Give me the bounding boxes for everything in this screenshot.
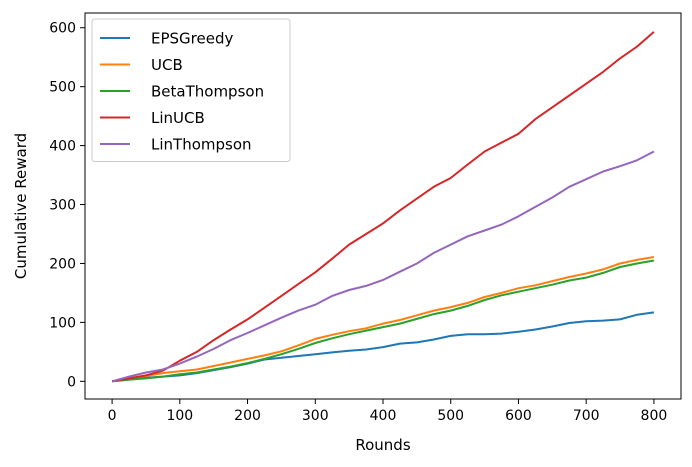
y-axis-ticks: 0 100 200 300 400 500 600	[49, 21, 85, 390]
y-tick-label: 100	[49, 315, 76, 331]
legend-label: BetaThompson	[151, 83, 264, 101]
legend-label: EPSGreedy	[151, 30, 233, 48]
legend-box	[91, 18, 291, 162]
legend-label: UCB	[151, 56, 183, 74]
x-tick-label: 0	[108, 408, 117, 424]
y-tick-label: 0	[67, 374, 76, 390]
series-line-linucb	[111, 31, 655, 383]
x-tick-label: 700	[573, 408, 600, 424]
x-tick-label: 600	[505, 408, 532, 424]
legend: EPSGreedy UCB BetaThompson LinUCB LinThompso…	[91, 18, 291, 162]
x-tick-label: 100	[166, 408, 193, 424]
series-layer	[111, 31, 655, 383]
legend-label: LinThompson	[151, 136, 252, 154]
y-axis-title: Cumulative Reward	[12, 133, 30, 279]
x-tick-label: 500	[437, 408, 464, 424]
x-axis-ticks: 0 100 200 300 400 500 600 700 800	[108, 399, 668, 424]
y-tick-label: 600	[49, 21, 76, 37]
y-tick-label: 400	[49, 139, 76, 155]
y-tick-label: 500	[49, 80, 76, 96]
y-tick-label: 300	[49, 198, 76, 214]
x-tick-label: 200	[234, 408, 261, 424]
series-line-betathompson	[111, 259, 655, 383]
series-line-linthompson	[111, 150, 655, 383]
series-line-ucb	[111, 256, 655, 383]
y-tick-label: 200	[49, 256, 76, 272]
x-tick-label: 400	[370, 408, 397, 424]
x-tick-label: 800	[641, 408, 668, 424]
legend-label: LinUCB	[151, 109, 205, 127]
x-axis-title: Rounds	[355, 436, 410, 454]
x-tick-label: 300	[302, 408, 329, 424]
